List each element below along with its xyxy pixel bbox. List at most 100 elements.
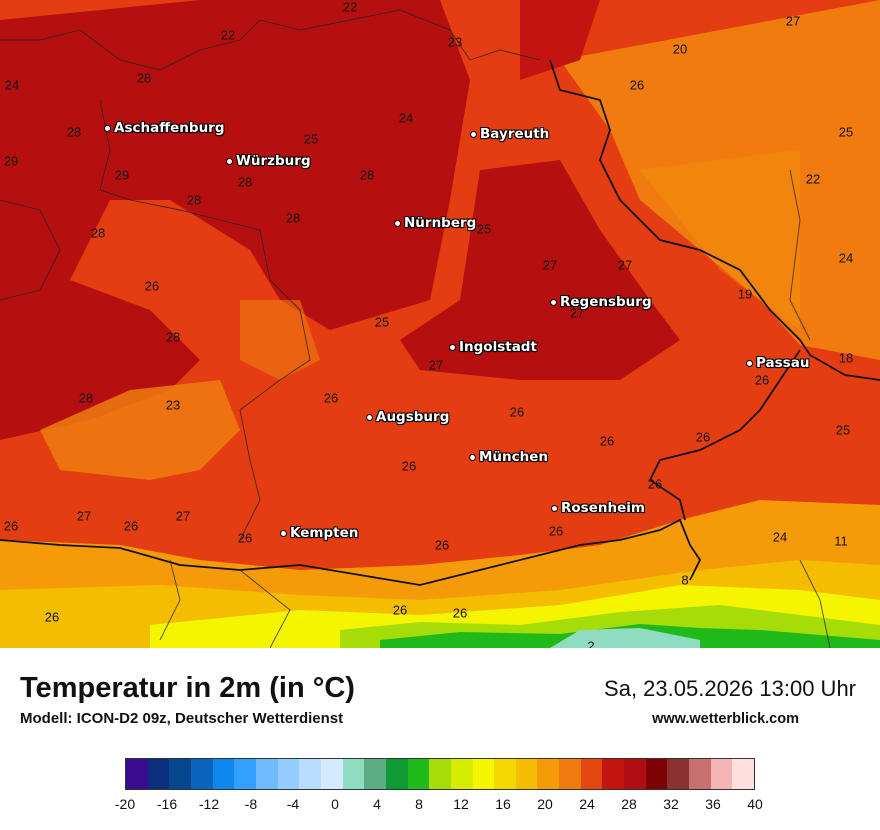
legend-swatch bbox=[429, 759, 451, 789]
temp-label: 28 bbox=[78, 390, 94, 406]
temp-label: 27 bbox=[617, 257, 633, 273]
temp-label: 28 bbox=[136, 70, 152, 86]
legend-swatch bbox=[342, 759, 365, 789]
city-dot bbox=[226, 157, 233, 165]
city-passau: Passau bbox=[746, 355, 809, 371]
city-label: Würzburg bbox=[236, 153, 311, 169]
legend-tick-label: 20 bbox=[537, 796, 553, 812]
city-dot bbox=[104, 124, 111, 132]
temp-label: 29 bbox=[114, 167, 130, 183]
city-label: Bayreuth bbox=[480, 126, 550, 142]
legend-swatch bbox=[537, 759, 560, 789]
temp-label: 28 bbox=[237, 174, 253, 190]
temp-label: 24 bbox=[398, 110, 414, 126]
legend-swatch bbox=[277, 759, 300, 789]
website-link[interactable]: www.wetterblick.com bbox=[652, 711, 799, 727]
temp-label: 22 bbox=[805, 171, 821, 187]
city-label: Nürnberg bbox=[404, 215, 477, 231]
legend-swatch bbox=[234, 759, 256, 789]
city-ingolstadt: Ingolstadt bbox=[449, 339, 537, 355]
temp-label: 27 bbox=[76, 508, 92, 524]
temp-label: 28 bbox=[66, 124, 82, 140]
legend-tick-label: 8 bbox=[415, 796, 423, 812]
city-dot bbox=[551, 504, 558, 512]
temp-label: 27 bbox=[542, 257, 558, 273]
city-dot bbox=[394, 219, 401, 227]
legend-swatch bbox=[364, 759, 386, 789]
legend-swatch bbox=[580, 759, 603, 789]
temp-label: 26 bbox=[3, 518, 19, 534]
temp-label: 25 bbox=[835, 422, 851, 438]
city-dot bbox=[366, 413, 373, 421]
city-label: Kempten bbox=[290, 525, 359, 541]
city-rosenheim: Rosenheim bbox=[551, 500, 645, 516]
temp-label: 23 bbox=[447, 34, 463, 50]
legend-swatch bbox=[710, 759, 733, 789]
temp-label: 25 bbox=[374, 314, 390, 330]
legend-swatch bbox=[407, 759, 430, 789]
city-label: Aschaffenburg bbox=[114, 120, 225, 136]
legend-swatch bbox=[559, 759, 581, 789]
legend-ticks: -20 -16 -12 -8 -4 0 4 8 12 16 20 24 28 32 36 40 bbox=[0, 796, 880, 816]
city-wuerzburg: Würzburg bbox=[226, 153, 311, 169]
legend-tick-label: -12 bbox=[198, 796, 220, 812]
temp-label: 28 bbox=[285, 210, 301, 226]
city-dot bbox=[280, 529, 287, 537]
legend-tick-label: 24 bbox=[579, 796, 595, 812]
city-label: Regensburg bbox=[560, 294, 652, 310]
temp-label: 26 bbox=[434, 537, 450, 553]
temp-label: 18 bbox=[838, 350, 854, 366]
temp-label: 26 bbox=[647, 476, 663, 492]
color-legend bbox=[125, 758, 755, 790]
temp-label: 26 bbox=[144, 278, 160, 294]
legend-tick-label: -8 bbox=[244, 796, 258, 812]
city-dot bbox=[746, 359, 753, 367]
legend-swatch bbox=[126, 759, 148, 789]
temp-label: 19 bbox=[737, 286, 753, 302]
legend-swatch bbox=[147, 759, 170, 789]
city-label: München bbox=[479, 449, 549, 465]
temp-label: 25 bbox=[838, 124, 854, 140]
temp-label: 2 bbox=[587, 638, 595, 649]
temp-label: 26 bbox=[123, 518, 139, 534]
temp-label: 26 bbox=[695, 429, 711, 445]
legend-tick-label: -16 bbox=[156, 796, 178, 812]
city-regensburg: Regensburg bbox=[550, 294, 652, 310]
temp-label: 23 bbox=[165, 397, 181, 413]
temp-label: 24 bbox=[4, 77, 20, 93]
temp-label: 26 bbox=[237, 530, 253, 546]
legend-tick-label: 40 bbox=[747, 796, 763, 812]
city-dot bbox=[470, 130, 477, 138]
city-label: Augsburg bbox=[376, 409, 450, 425]
temp-label: 28 bbox=[165, 329, 181, 345]
legend-tick-label: 4 bbox=[373, 796, 381, 812]
city-dot bbox=[449, 343, 456, 351]
legend-swatch bbox=[212, 759, 235, 789]
temp-label: 29 bbox=[3, 153, 19, 169]
temp-label: 24 bbox=[838, 250, 854, 266]
temp-label: 28 bbox=[186, 192, 202, 208]
temp-label: 26 bbox=[509, 404, 525, 420]
temperature-map: 22 23 27 20 22 24 28 26 28 25 24 25 29 2… bbox=[0, 0, 880, 648]
temp-label: 26 bbox=[392, 602, 408, 618]
legend-swatch bbox=[602, 759, 625, 789]
temp-label: 26 bbox=[323, 390, 339, 406]
city-dot bbox=[550, 298, 557, 306]
model-info: Modell: ICON-D2 09z, Deutscher Wetterdie… bbox=[20, 710, 344, 727]
temperature-field bbox=[0, 0, 880, 648]
city-dot bbox=[469, 453, 476, 461]
temp-label: 26 bbox=[599, 433, 615, 449]
legend-swatch bbox=[320, 759, 343, 789]
temp-label: 20 bbox=[672, 41, 688, 57]
legend-tick-label: 36 bbox=[705, 796, 721, 812]
city-label: Rosenheim bbox=[561, 500, 645, 516]
temp-label: 26 bbox=[401, 458, 417, 474]
city-augsburg: Augsburg bbox=[366, 409, 449, 425]
city-nuernberg: Nürnberg bbox=[394, 215, 476, 231]
legend-swatch bbox=[299, 759, 321, 789]
legend-swatch bbox=[667, 759, 690, 789]
legend-swatch bbox=[624, 759, 646, 789]
temp-label: 25 bbox=[476, 221, 492, 237]
legend-tick-label: 12 bbox=[453, 796, 469, 812]
city-label: Ingolstadt bbox=[459, 339, 537, 355]
